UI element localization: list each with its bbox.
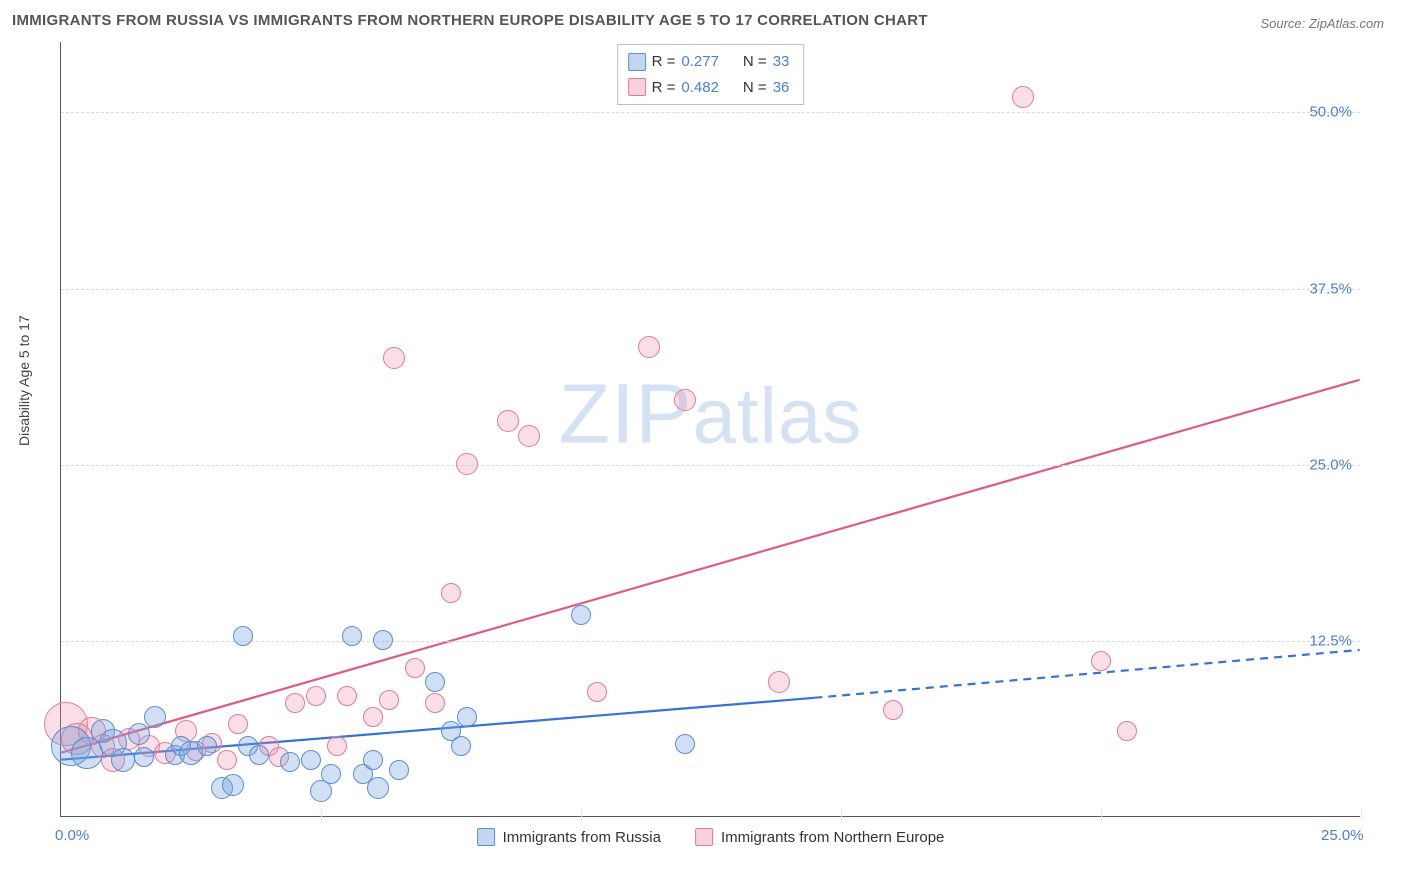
gridline-h: [61, 641, 1360, 642]
point-neurope: [497, 410, 519, 432]
point-neurope: [518, 425, 540, 447]
point-russia: [457, 707, 477, 727]
source-label: Source: ZipAtlas.com: [1260, 16, 1384, 31]
plot-area: ZIPatlas R = 0.277 N = 33 R = 0.482 N = …: [60, 42, 1360, 817]
tick-v: [581, 809, 582, 819]
legend-item-neurope: Immigrants from Northern Europe: [695, 828, 944, 846]
point-russia: [144, 706, 166, 728]
point-russia: [367, 777, 389, 799]
point-russia: [128, 723, 150, 745]
point-russia: [363, 750, 383, 770]
regression-lines: [61, 42, 1360, 816]
gridline-h: [61, 289, 1360, 290]
xtick-label: 25.0%: [1321, 827, 1364, 844]
point-neurope: [228, 714, 248, 734]
point-russia: [111, 748, 135, 772]
tick-v: [1101, 809, 1102, 819]
point-neurope: [285, 693, 305, 713]
point-russia: [233, 626, 253, 646]
point-neurope: [1012, 86, 1034, 108]
point-neurope: [405, 658, 425, 678]
point-neurope: [379, 690, 399, 710]
watermark: ZIPatlas: [559, 365, 862, 462]
point-neurope: [383, 347, 405, 369]
point-neurope: [363, 707, 383, 727]
point-russia: [451, 736, 471, 756]
point-neurope: [306, 686, 326, 706]
point-russia: [301, 750, 321, 770]
ytick-label: 25.0%: [1309, 456, 1352, 473]
ytick-label: 50.0%: [1309, 104, 1352, 121]
point-russia: [222, 774, 244, 796]
swatch-pink: [628, 78, 646, 96]
swatch-blue: [628, 53, 646, 71]
stats-legend: R = 0.277 N = 33 R = 0.482 N = 36: [617, 44, 805, 105]
legend-item-russia: Immigrants from Russia: [477, 828, 661, 846]
y-axis-label: Disability Age 5 to 17: [16, 315, 32, 446]
point-russia: [373, 630, 393, 650]
point-neurope: [425, 693, 445, 713]
point-russia: [425, 672, 445, 692]
xtick-label: 0.0%: [55, 827, 89, 844]
point-russia: [342, 626, 362, 646]
gridline-h: [61, 465, 1360, 466]
tick-v: [321, 809, 322, 819]
point-neurope: [1117, 721, 1137, 741]
point-russia: [197, 736, 217, 756]
ytick-label: 37.5%: [1309, 280, 1352, 297]
point-neurope: [217, 750, 237, 770]
point-russia: [675, 734, 695, 754]
bottom-legend: Immigrants from Russia Immigrants from N…: [477, 828, 945, 846]
point-russia: [321, 764, 341, 784]
point-neurope: [1091, 651, 1111, 671]
point-russia: [249, 745, 269, 765]
correlation-chart: IMMIGRANTS FROM RUSSIA VS IMMIGRANTS FRO…: [12, 12, 1394, 880]
point-neurope: [674, 389, 696, 411]
gridline-h: [61, 112, 1360, 113]
stats-row-pink: R = 0.482 N = 36: [628, 75, 790, 101]
swatch-blue-icon: [477, 828, 495, 846]
ytick-label: 12.5%: [1309, 632, 1352, 649]
point-russia: [280, 752, 300, 772]
chart-title: IMMIGRANTS FROM RUSSIA VS IMMIGRANTS FRO…: [12, 12, 928, 29]
point-neurope: [337, 686, 357, 706]
point-neurope: [327, 736, 347, 756]
point-neurope: [638, 336, 660, 358]
point-neurope: [883, 700, 903, 720]
point-neurope: [441, 583, 461, 603]
swatch-pink-icon: [695, 828, 713, 846]
tick-v: [1361, 809, 1362, 819]
point-russia: [134, 747, 154, 767]
point-neurope: [768, 671, 790, 693]
point-russia: [389, 760, 409, 780]
point-neurope: [587, 682, 607, 702]
tick-v: [841, 809, 842, 819]
point-russia: [571, 605, 591, 625]
stats-row-blue: R = 0.277 N = 33: [628, 49, 790, 75]
point-neurope: [456, 453, 478, 475]
